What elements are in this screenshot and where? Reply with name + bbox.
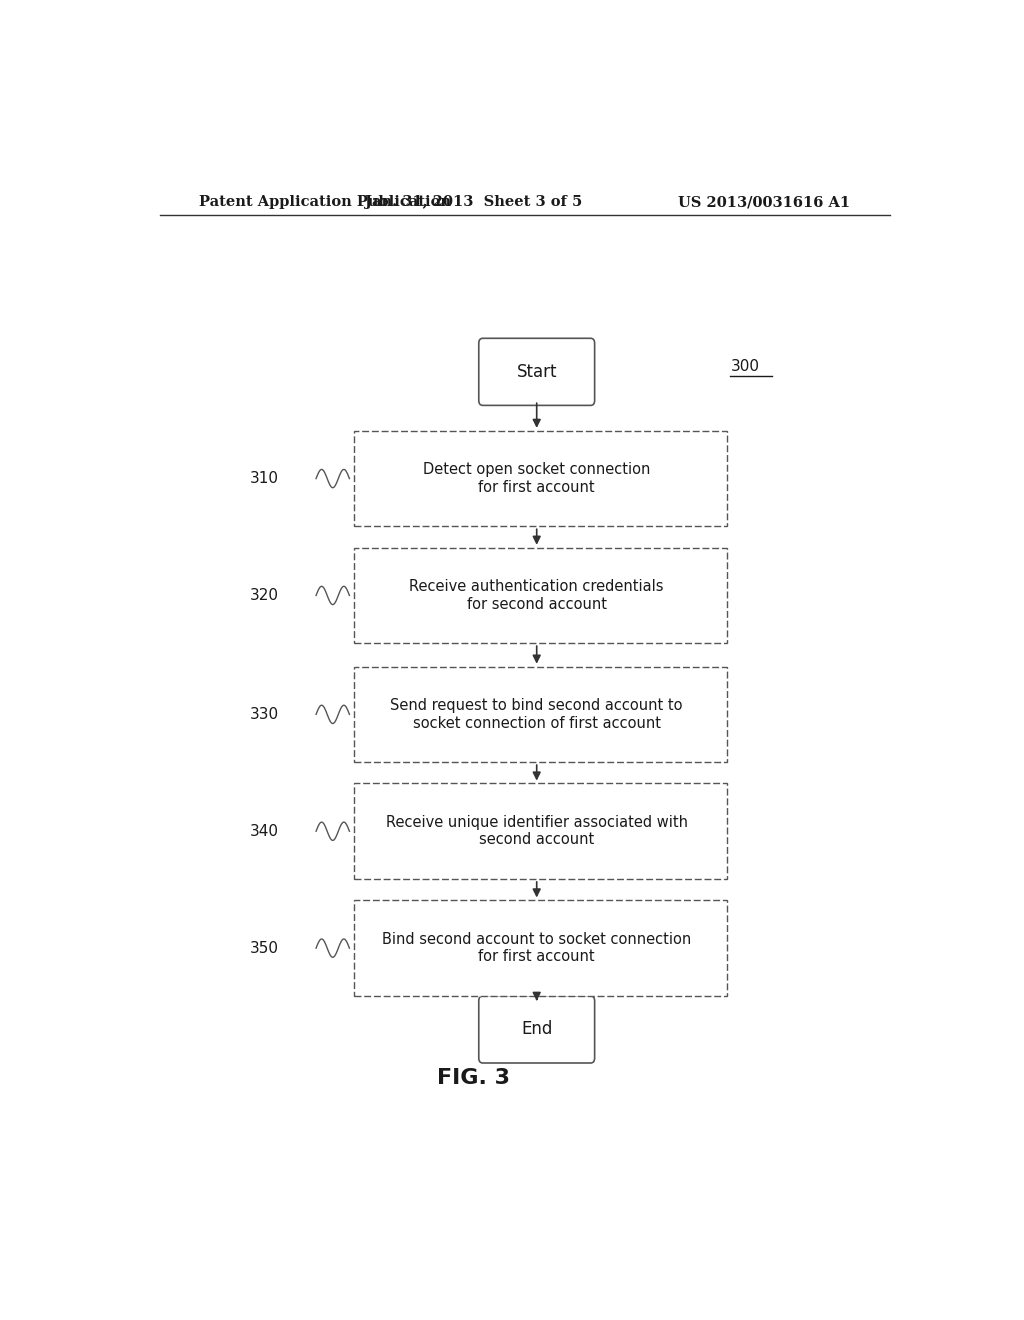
Text: Jan. 31, 2013  Sheet 3 of 5: Jan. 31, 2013 Sheet 3 of 5 xyxy=(365,195,582,209)
Text: Bind second account to socket connection
for first account: Bind second account to socket connection… xyxy=(382,932,691,965)
Text: End: End xyxy=(521,1020,552,1039)
Text: 300: 300 xyxy=(731,359,760,375)
Text: 350: 350 xyxy=(250,941,279,956)
Text: Start: Start xyxy=(516,363,557,381)
Text: FIG. 3: FIG. 3 xyxy=(436,1068,510,1088)
FancyBboxPatch shape xyxy=(479,995,595,1063)
Bar xyxy=(354,667,727,762)
Bar xyxy=(354,430,727,527)
Text: US 2013/0031616 A1: US 2013/0031616 A1 xyxy=(678,195,850,209)
Text: 340: 340 xyxy=(250,824,279,838)
Text: Send request to bind second account to
socket connection of first account: Send request to bind second account to s… xyxy=(390,698,683,730)
Text: 320: 320 xyxy=(250,587,279,603)
Text: Detect open socket connection
for first account: Detect open socket connection for first … xyxy=(423,462,650,495)
Text: Patent Application Publication: Patent Application Publication xyxy=(200,195,452,209)
Text: Receive unique identifier associated with
second account: Receive unique identifier associated wit… xyxy=(386,814,688,847)
FancyBboxPatch shape xyxy=(479,338,595,405)
Bar xyxy=(354,900,727,995)
Text: 330: 330 xyxy=(250,708,279,722)
Text: Receive authentication credentials
for second account: Receive authentication credentials for s… xyxy=(410,579,664,611)
Bar xyxy=(354,548,727,643)
Bar xyxy=(354,784,727,879)
Text: 310: 310 xyxy=(250,471,279,486)
